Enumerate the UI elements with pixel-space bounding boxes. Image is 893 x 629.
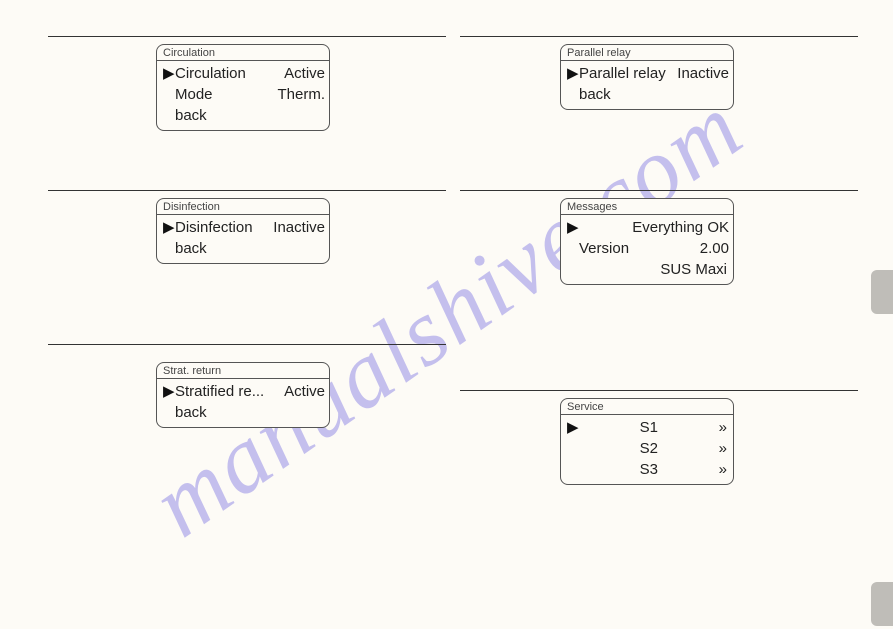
caret-icon: ▶ [567,63,579,84]
menu-item-label: Mode [175,84,213,105]
panel-title: Parallel relay [561,45,733,60]
menu-item-label: Circulation [175,63,246,84]
panel-service: Service ▶ S1 » S2 » S3 » [560,398,734,485]
caret-icon: ▶ [163,63,175,84]
menu-item-back[interactable]: back [163,238,325,259]
page: manualshive.com Circulation ▶ Circulatio… [0,0,893,629]
menu-item-label: S2 [640,438,658,459]
divider [460,190,858,191]
menu-item-value: Active [284,63,325,84]
page-side-tab [871,582,893,626]
divider [48,344,446,345]
menu-item-value: Therm. [277,84,325,105]
caret-icon: ▶ [163,217,175,238]
menu-item-model[interactable]: SUS Maxi [567,259,729,280]
menu-item-value: Inactive [273,217,325,238]
menu-item-value: SUS Maxi [660,261,727,278]
divider [460,36,858,37]
panel-title: Disinfection [157,199,329,214]
panel-circulation: Circulation ▶ Circulation Active Mode Th… [156,44,330,131]
menu-item-back[interactable]: back [163,105,325,126]
menu-item-label: Parallel relay [579,63,666,84]
menu-item-back[interactable]: back [567,84,729,105]
menu-item-label: Version [579,238,629,259]
menu-item-stratified[interactable]: ▶ Stratified re... Active [163,381,325,402]
menu-item-s2[interactable]: S2 » [567,438,729,459]
divider [48,36,446,37]
caret-icon: ▶ [567,417,579,438]
divider [48,190,446,191]
menu-item-value: Active [284,381,325,402]
menu-item-disinfection[interactable]: ▶ Disinfection Inactive [163,217,325,238]
menu-item-label: back [579,86,611,103]
menu-item-label: Everything OK [632,217,729,238]
menu-item-s1[interactable]: ▶ S1 » [567,417,729,438]
panel-strat-return: Strat. return ▶ Stratified re... Active … [156,362,330,428]
menu-item-label: S1 [640,417,658,438]
chevron-right-icon: » [719,438,729,459]
chevron-right-icon: » [719,417,729,438]
menu-item-s3[interactable]: S3 » [567,459,729,480]
menu-item-label: Stratified re... [175,381,264,402]
panel-title: Messages [561,199,733,214]
menu-item-label: back [175,107,207,124]
menu-item-label: back [175,240,207,257]
menu-item-value: Inactive [677,63,729,84]
chevron-right-icon: » [719,459,729,480]
menu-item-back[interactable]: back [163,402,325,423]
menu-item-label: Disinfection [175,217,253,238]
panel-title: Strat. return [157,363,329,378]
panel-parallel-relay: Parallel relay ▶ Parallel relay Inactive… [560,44,734,110]
watermark-text: manualshive.com [131,71,761,558]
menu-item-version[interactable]: Version 2.00 [567,238,729,259]
menu-item-label: back [175,404,207,421]
caret-icon: ▶ [163,381,175,402]
menu-item-circulation[interactable]: ▶ Circulation Active [163,63,325,84]
caret-icon: ▶ [567,217,579,238]
divider [460,390,858,391]
panel-messages: Messages ▶ Everything OK Version 2.00 SU… [560,198,734,285]
panel-title: Service [561,399,733,414]
panel-title: Circulation [157,45,329,60]
panel-disinfection: Disinfection ▶ Disinfection Inactive bac… [156,198,330,264]
page-side-tab [871,270,893,314]
menu-item-status[interactable]: ▶ Everything OK [567,217,729,238]
menu-item-parallel-relay[interactable]: ▶ Parallel relay Inactive [567,63,729,84]
menu-item-mode[interactable]: Mode Therm. [163,84,325,105]
menu-item-label: S3 [640,459,658,480]
menu-item-value: 2.00 [700,238,729,259]
